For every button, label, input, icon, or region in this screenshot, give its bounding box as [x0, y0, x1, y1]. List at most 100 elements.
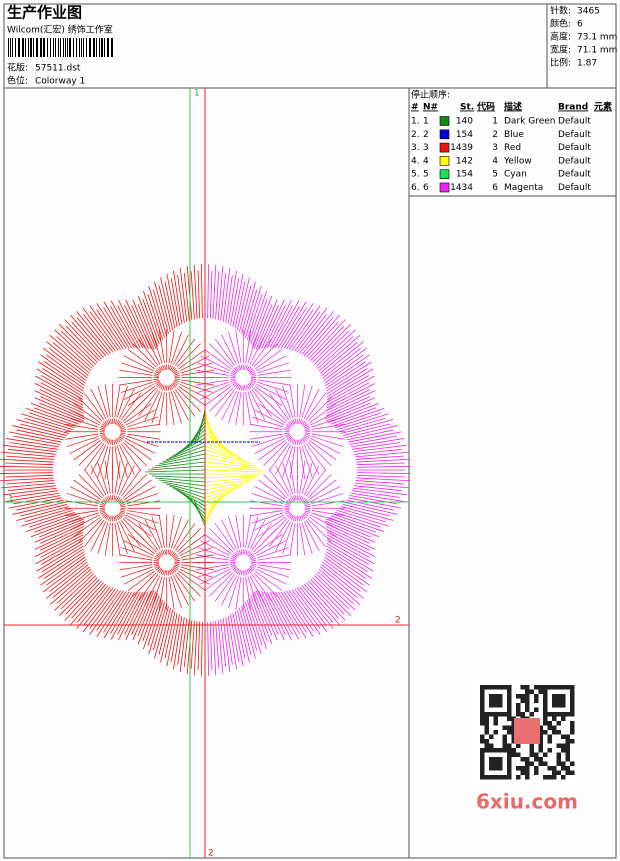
stitch-ray [217, 620, 224, 674]
stitch-ray [326, 528, 370, 551]
qr-cell [502, 748, 507, 753]
stitch-ray [103, 301, 133, 349]
stitch-ray [76, 317, 109, 355]
stitch-ray [232, 613, 244, 667]
qr-cell [565, 685, 570, 690]
stitch-ray [40, 382, 84, 406]
qr-cell [516, 694, 521, 699]
qr-cell [493, 775, 498, 780]
qr-cell [498, 712, 503, 717]
qr-cell [543, 707, 548, 712]
stitch-ray [0, 477, 54, 482]
stitch-ray [89, 311, 119, 351]
bar-stripe [69, 38, 71, 57]
stitch-ray [344, 501, 398, 515]
qr-cell [552, 775, 557, 780]
qr-cell [561, 775, 566, 780]
qr-cell [484, 716, 489, 721]
stitch-ray [76, 585, 109, 623]
qr-cell [484, 725, 489, 730]
qr-cell [498, 757, 503, 762]
stitch-ray [269, 591, 293, 635]
stitch-ray [286, 590, 314, 631]
stitch-ray [322, 348, 361, 379]
column-header: St. [460, 103, 474, 113]
stitch-ray [64, 319, 102, 360]
qr-cell [498, 694, 503, 699]
stitch-ray [326, 382, 370, 406]
stitch-ray [252, 593, 273, 645]
bar-stripe [60, 38, 61, 57]
stitch-ray [326, 402, 371, 422]
stitch-ray [103, 307, 130, 349]
stitch-ray [252, 295, 273, 347]
petal-spiral [228, 362, 259, 393]
stitch-ray [294, 307, 328, 352]
stitch-ray [118, 591, 144, 641]
stitch-ray [154, 281, 169, 334]
qr-cell [525, 775, 530, 780]
stitch-ray [12, 425, 66, 439]
qr-cell [552, 770, 557, 775]
stitch-ray [34, 531, 84, 557]
petal-spiral [282, 416, 313, 447]
center-stitch [204, 437, 238, 457]
qr-cell [480, 703, 485, 708]
design-value: 57511.dst [35, 64, 81, 74]
stitch-ray [266, 591, 292, 641]
stitch-ray [312, 577, 351, 616]
stitch-ray [44, 551, 85, 579]
qr-cell [570, 770, 575, 775]
stitch-ray [190, 271, 195, 320]
row-stitches: 140 [456, 117, 473, 127]
qr-cell [561, 716, 566, 721]
stitch-ray [207, 264, 209, 319]
colorway-label: 色位: [7, 75, 28, 87]
qr-code [472, 680, 582, 785]
qr-cell [538, 757, 543, 762]
qr-cell [543, 752, 548, 757]
bar-stripe [22, 38, 24, 57]
stitch-ray [326, 375, 375, 403]
stitch-ray [41, 540, 84, 565]
qr-cell [570, 685, 575, 690]
qr-cell [520, 770, 525, 775]
qr-cell [543, 721, 548, 726]
stitch-ray [225, 275, 233, 323]
stitch-ray [193, 621, 198, 676]
qr-cell [552, 766, 557, 771]
stitch-ray [40, 354, 85, 387]
stitch-ray [308, 580, 346, 621]
stitch-ray [326, 545, 368, 572]
stitch-ray [291, 311, 321, 351]
stitch-ray [110, 591, 138, 640]
stitch-ray [65, 325, 100, 361]
stitch-ray [239, 285, 252, 333]
stitch-ray [158, 607, 171, 655]
stitch-ray [245, 286, 262, 338]
stitch-ray [332, 407, 385, 427]
qr-cell [556, 770, 561, 775]
qr-cell [525, 770, 530, 775]
stitch-ray [241, 281, 256, 334]
qr-cell [520, 757, 525, 762]
center-stitch [172, 437, 206, 457]
qr-cell [534, 698, 539, 703]
qr-cell [507, 689, 512, 694]
stitch-ray [142, 299, 160, 345]
qr-cell [516, 743, 521, 748]
stitch-ray [326, 368, 374, 398]
stitch-ray [42, 559, 87, 593]
bar-stripe [50, 38, 51, 57]
center-stitch [151, 461, 206, 469]
stitch-ray [245, 602, 262, 654]
stitch-ray [236, 277, 250, 331]
center-stitch [165, 483, 206, 495]
stitch-ray [325, 551, 366, 579]
stitch-ray [255, 590, 278, 641]
qr-cell [484, 721, 489, 726]
qr-cell [511, 748, 516, 753]
bar-stripe [28, 38, 29, 57]
qr-cell [507, 703, 512, 708]
qr-cell [493, 730, 498, 735]
